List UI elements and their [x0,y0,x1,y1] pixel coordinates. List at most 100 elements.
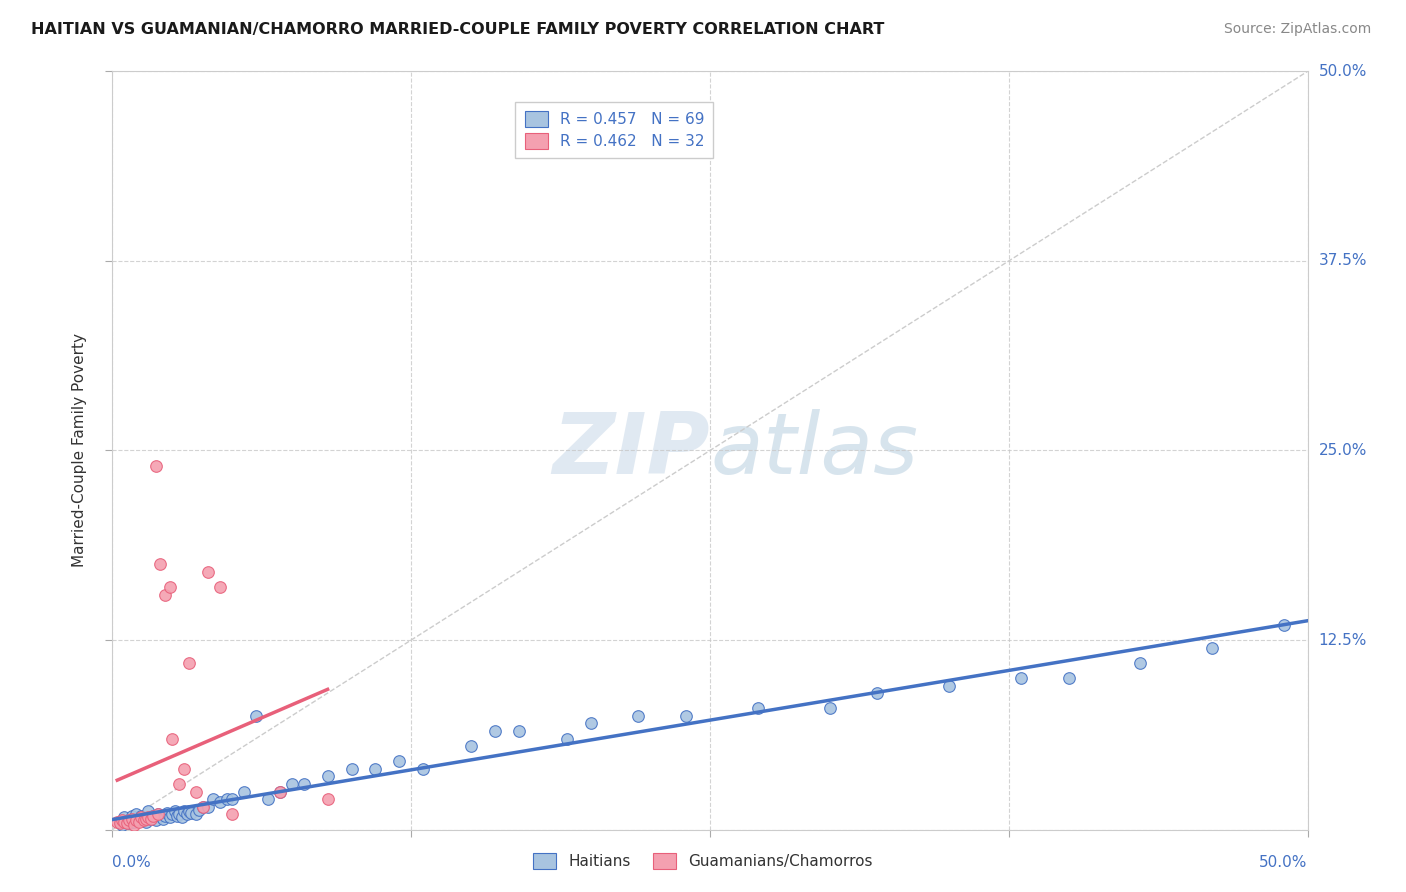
Point [118,816,141,830]
Point [209,795,232,809]
Point [233,785,256,799]
Point [162,807,183,822]
Point [152,812,174,826]
Point [145,458,167,473]
Point [866,686,889,700]
Point [118,814,141,828]
Point [108,816,131,830]
Point [142,809,165,823]
Point [128,815,150,830]
Point [122,818,145,832]
Point [145,814,167,828]
Text: HAITIAN VS GUAMANIAN/CHAMORRO MARRIED-COUPLE FAMILY POVERTY CORRELATION CHART: HAITIAN VS GUAMANIAN/CHAMORRO MARRIED-CO… [31,22,884,37]
Text: ZIP: ZIP [553,409,710,492]
Point [508,724,530,739]
Point [125,807,148,822]
Point [121,809,143,823]
Point [115,815,138,830]
Point [747,701,769,715]
Point [201,792,224,806]
Point [125,814,148,828]
Point [484,724,506,739]
Legend: R = 0.457   N = 69, R = 0.462   N = 32: R = 0.457 N = 69, R = 0.462 N = 32 [516,102,713,158]
Point [245,708,267,723]
Point [146,807,169,822]
Point [818,701,841,715]
Point [153,809,176,823]
Point [159,580,181,594]
Point [139,812,162,826]
Point [115,816,138,830]
Point [1129,656,1152,670]
Point [132,814,155,828]
Text: 0.0%: 0.0% [112,855,152,870]
Point [627,708,650,723]
Point [146,807,169,822]
Point [170,810,193,824]
Point [292,777,315,791]
Point [162,731,183,746]
Point [180,805,202,820]
Point [197,800,219,814]
Point [129,809,152,823]
Point [460,739,482,753]
Point [340,762,363,776]
Point [388,755,411,769]
Point [177,656,200,670]
Point [114,810,135,824]
Point [1010,671,1032,685]
Point [159,810,181,824]
Point [156,805,179,820]
Point [138,810,160,824]
Point [186,785,208,799]
Point [1057,671,1080,685]
Point [187,803,209,817]
Point [193,800,215,814]
Point [173,762,195,776]
Point [138,805,160,819]
Point [209,580,232,594]
Point [132,812,155,826]
Point [105,815,128,830]
Point [128,814,150,828]
Point [177,805,200,819]
Point [316,769,339,784]
Point [114,815,135,830]
Point [111,814,134,828]
Legend: Haitians, Guamanians/Chamorros: Haitians, Guamanians/Chamorros [527,847,879,875]
Point [153,588,176,602]
Point [221,807,243,822]
Point [1272,617,1295,632]
Point [221,792,243,806]
Point [139,812,162,826]
Point [169,777,191,791]
Text: 25.0%: 25.0% [1319,443,1367,458]
Point [555,731,578,746]
Point [675,708,697,723]
Point [169,807,191,822]
Point [281,777,304,791]
Point [121,814,143,828]
Text: 12.5%: 12.5% [1319,632,1367,648]
Point [138,810,160,824]
Y-axis label: Married-Couple Family Poverty: Married-Couple Family Poverty [72,334,87,567]
Point [135,812,157,826]
Point [166,809,188,823]
Point [149,557,172,572]
Point [197,565,219,579]
Point [129,810,152,824]
Point [149,809,172,823]
Point [135,815,157,830]
Point [938,678,960,692]
Point [364,762,387,776]
Point [121,812,143,826]
Point [269,785,291,799]
Point [125,812,148,826]
Point [111,818,134,832]
Point [579,716,602,731]
Text: 37.5%: 37.5% [1319,253,1367,268]
Point [269,785,291,799]
Point [173,805,195,819]
Text: 50.0%: 50.0% [1260,855,1308,870]
Text: Source: ZipAtlas.com: Source: ZipAtlas.com [1223,22,1371,37]
